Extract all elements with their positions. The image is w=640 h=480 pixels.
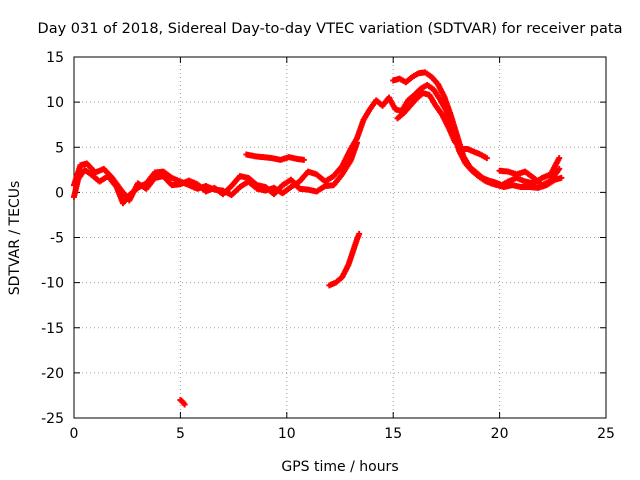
- y-tick-label: 5: [55, 140, 64, 156]
- x-tick-label: 5: [176, 426, 185, 442]
- chart-title: Day 031 of 2018, Sidereal Day-to-day VTE…: [38, 21, 623, 37]
- y-tick-label: -25: [41, 411, 64, 427]
- series-track-8: [326, 230, 363, 289]
- y-tick-label: 10: [46, 95, 64, 111]
- y-tick-label: 15: [46, 50, 64, 66]
- data-point: [300, 156, 307, 163]
- series-track-5: [394, 90, 490, 162]
- data-point: [483, 155, 490, 162]
- grid-lines: [74, 57, 606, 418]
- x-tick-label: 15: [384, 426, 402, 442]
- x-tick-label: 0: [70, 426, 79, 442]
- series-track-1: [71, 135, 361, 207]
- data-point: [356, 230, 363, 237]
- x-axis-label: GPS time / hours: [281, 459, 398, 475]
- x-tick-label: 10: [278, 426, 296, 442]
- y-axis-label: SDTVAR / TECUs: [7, 181, 23, 296]
- series-track-7: [243, 151, 307, 163]
- series-track-6: [496, 165, 563, 189]
- data-point: [556, 155, 563, 162]
- data-point: [556, 165, 563, 172]
- y-tick-label: 0: [55, 185, 64, 201]
- series-track-9: [177, 396, 188, 408]
- y-tick-label: -10: [41, 276, 64, 292]
- x-tick-label: 25: [597, 426, 615, 442]
- data-marks: [71, 69, 565, 408]
- y-tick-label: -20: [41, 366, 64, 382]
- series-track-2: [71, 139, 361, 204]
- x-tick-label: 20: [491, 426, 509, 442]
- y-tick-label: -5: [50, 231, 64, 247]
- series-track-4: [390, 69, 563, 189]
- y-tick-label: -15: [41, 321, 64, 337]
- data-point: [181, 401, 188, 408]
- data-point: [558, 174, 565, 181]
- axis-ticks: 0 5 10 15 20 25 -25 -20 -15 -10 -5 0 5 10 15: [41, 50, 615, 442]
